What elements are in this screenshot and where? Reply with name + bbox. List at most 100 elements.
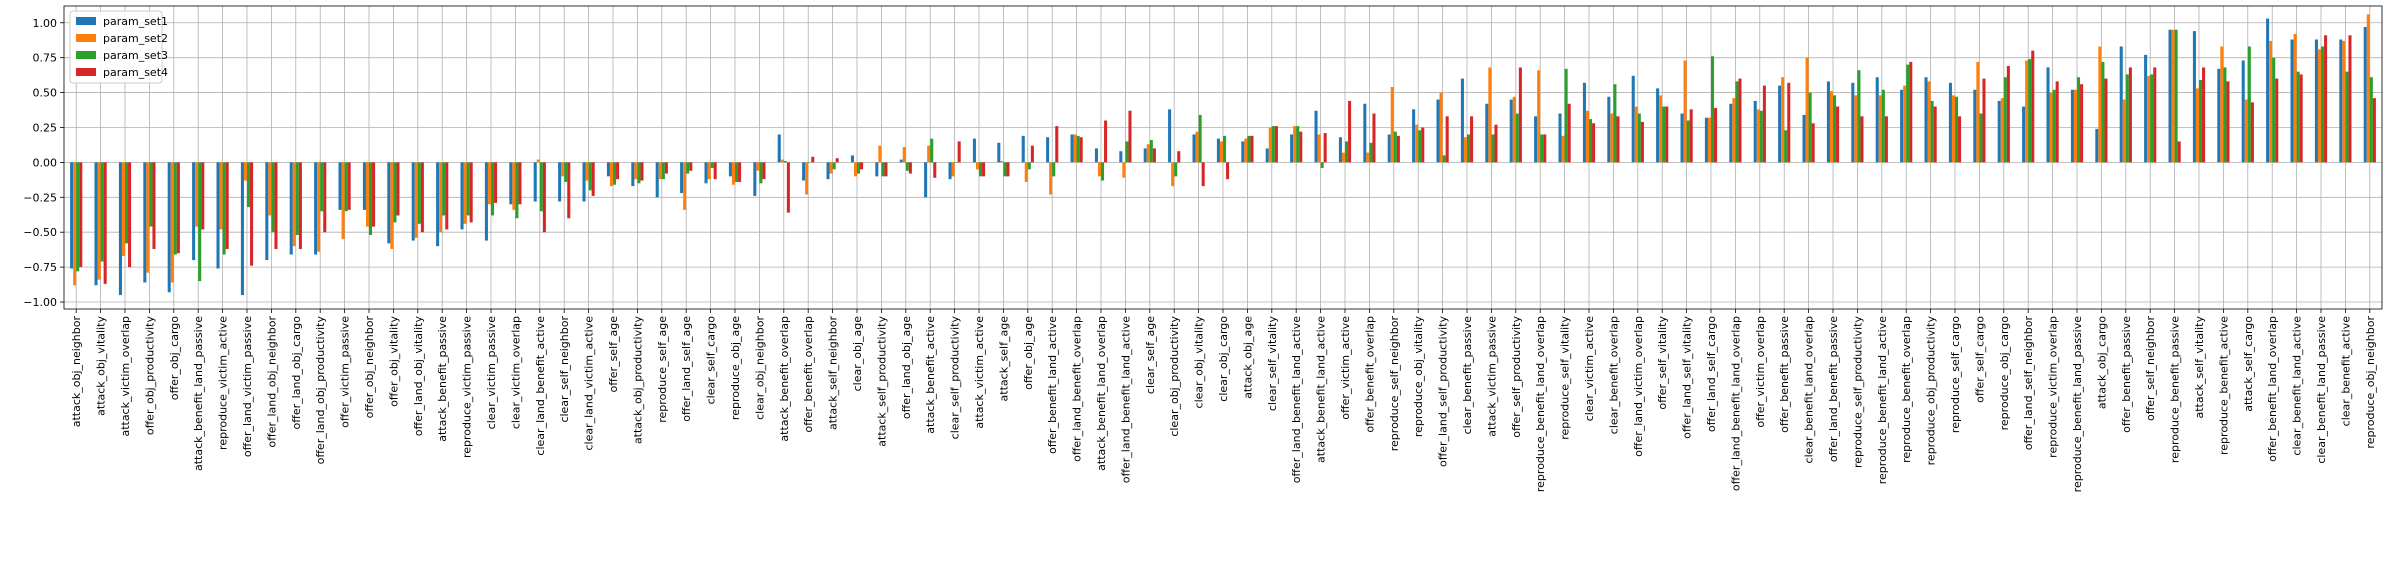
bar-param_set4 [1689, 109, 1693, 163]
bar-param_set3 [1637, 113, 1641, 163]
bar-param_set4 [518, 162, 522, 205]
bar-param_set4 [1640, 121, 1644, 163]
bar-param_set2 [1756, 109, 1760, 163]
bar-param_set1 [1802, 114, 1806, 163]
bar-param_set4 [567, 162, 571, 219]
bar-param_set4 [225, 162, 229, 249]
bar-param_set1 [143, 162, 147, 283]
bar-param_set4 [1982, 78, 1986, 163]
bar-param_set3 [295, 162, 299, 235]
bar-param_set4 [1299, 131, 1303, 163]
bar-param_set4 [1055, 126, 1059, 163]
bar-param_set2 [1122, 162, 1126, 178]
x-tick-label: clear_benefit_land_passive [2315, 316, 2328, 464]
x-tick-label: attack_benefit_active [924, 316, 937, 434]
bar-param_set4 [469, 162, 473, 223]
bar-param_set1 [289, 162, 293, 255]
bar-param_set2 [1463, 137, 1467, 163]
x-tick-label: reproduce_obj_vitality [1412, 316, 1425, 438]
x-tick-label: reproduce_obj_productivity [1925, 316, 1938, 466]
bar-param_set1 [631, 162, 635, 187]
bar-param_set2 [1000, 160, 1004, 163]
bar-param_set2 [1683, 60, 1687, 163]
x-tick-label: reproduce_victim_active [217, 316, 230, 450]
bar-param_set3 [149, 162, 153, 227]
bar-param_set2 [1634, 106, 1638, 163]
bar-param_set4 [591, 162, 595, 196]
x-tick-label: offer_benefit_passive [1778, 316, 1791, 433]
bar-param_set3 [1369, 142, 1373, 163]
bar-param_set1 [167, 162, 171, 293]
bar-param_set3 [1418, 130, 1422, 163]
bar-param_set4 [1909, 61, 1913, 163]
bar-param_set4 [1372, 113, 1376, 163]
bar-param_set2 [1561, 135, 1565, 163]
bar-param_set4 [640, 162, 644, 181]
bar-param_set3 [393, 162, 397, 223]
bar-param_set4 [1518, 67, 1522, 163]
bar-param_set1 [1216, 138, 1220, 163]
bar-param_set4 [1811, 123, 1815, 163]
bar-param_set2 [927, 145, 931, 163]
bar-param_set2 [658, 162, 662, 180]
bar-param_set3 [1662, 106, 1666, 163]
bar-param_set4 [1152, 148, 1156, 163]
bar-param_set1 [1290, 134, 1294, 163]
bar-param_set3 [2296, 71, 2300, 163]
x-tick-label: attack_self_vitality [2193, 316, 2206, 419]
x-tick-label: attack_obj_productivity [631, 316, 644, 445]
bar-param_set1 [582, 162, 586, 202]
bar-param_set4 [689, 162, 693, 171]
bar-param_set2 [317, 162, 321, 252]
legend-label: param_set4 [103, 66, 168, 79]
bar-param_set4 [201, 162, 205, 230]
bar-param_set4 [835, 158, 839, 163]
x-tick-label: offer_land_victim_overlap [1632, 316, 1645, 457]
x-tick-label: offer_benefit_land_active [1046, 316, 1059, 454]
bar-param_set4 [1177, 151, 1181, 163]
bar-param_set4 [2080, 84, 2084, 163]
bar-param_set1 [2192, 31, 2196, 163]
bar-param_set3 [613, 162, 617, 185]
bar-param_set2 [902, 147, 906, 163]
bar-param_set1 [2119, 46, 2123, 163]
bar-param_set2 [780, 159, 784, 163]
bar-param_set1 [1656, 88, 1660, 163]
bar-param_set4 [323, 162, 327, 233]
bar-param_set2 [756, 162, 760, 171]
bar-param_set3 [735, 162, 739, 182]
bar-param_set1 [655, 162, 659, 198]
bar-param_set2 [365, 162, 369, 227]
bar-param_set1 [2266, 18, 2270, 163]
bar-param_set3 [1174, 162, 1178, 177]
bar-param_set1 [265, 162, 269, 261]
bar-param_set1 [1241, 141, 1245, 163]
bars [70, 14, 2376, 296]
legend-swatch [76, 68, 96, 76]
bar-param_set2 [1707, 117, 1711, 163]
x-tick-label: clear_land_benefit_active [534, 316, 547, 456]
x-tick-label: offer_obj_age [1022, 316, 1035, 390]
x-tick-label: clear_self_productivity [949, 316, 962, 440]
bar-param_set1 [850, 155, 854, 163]
bar-param_set4 [1445, 116, 1449, 163]
x-tick-label: reproduce_self_neighbor [1388, 316, 1401, 452]
x-tick-label: reproduce_self_productivity [1851, 316, 1864, 468]
bar-param_set1 [1729, 103, 1733, 163]
bar-param_set3 [1955, 96, 1959, 163]
bar-param_set1 [1436, 99, 1440, 163]
bar-param_set2 [731, 162, 735, 185]
bar-param_set4 [664, 162, 668, 174]
bar-param_set3 [2174, 29, 2178, 163]
x-tick-label: reproduce_self_vitality [1559, 316, 1572, 440]
bar-param_set2 [1024, 162, 1028, 182]
legend: param_set1 param_set2 param_set3 param_set4 [69, 10, 168, 84]
x-tick-label: offer_obj_cargo [168, 316, 181, 400]
x-tick-label: offer_benefit_overlap [802, 316, 815, 433]
bar-param_set3 [442, 162, 446, 216]
bar-param_set4 [884, 162, 888, 177]
bar-param_set2 [2293, 33, 2297, 163]
bar-param_set2 [1390, 86, 1394, 163]
bar-param_set3 [2321, 46, 2325, 163]
